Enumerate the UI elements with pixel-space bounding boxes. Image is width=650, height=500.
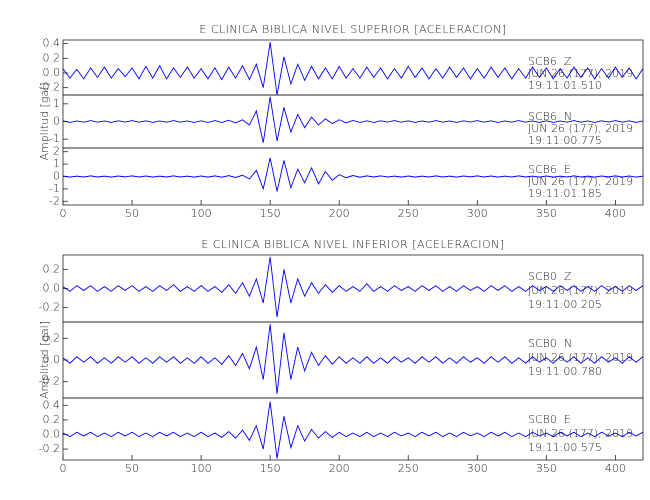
date-label: JUN 26 (177), 2019 xyxy=(528,175,633,188)
x-tick-label: 200 xyxy=(329,207,350,220)
x-tick-label: 150 xyxy=(260,462,281,475)
chart-title: E CLINICA BIBLICA NIVEL SUPERIOR [ACELER… xyxy=(199,23,506,36)
date-label: JUN 26 (177), 2019 xyxy=(528,67,633,80)
y-tick-label: -0.2 xyxy=(39,81,60,94)
station-label: SCB0 E xyxy=(528,413,571,426)
y-tick-label: -1 xyxy=(49,182,60,195)
x-tick-label: 100 xyxy=(191,462,212,475)
date-label: JUN 26 (177), 2019 xyxy=(528,427,633,440)
y-tick-label: 0.4 xyxy=(43,398,61,411)
y-tick-label: 0.2 xyxy=(43,51,61,64)
x-tick-label: 350 xyxy=(536,207,557,220)
x-tick-label: 300 xyxy=(467,207,488,220)
x-tick-label: 0 xyxy=(60,207,67,220)
y-tick-label: 1 xyxy=(53,97,60,110)
y-tick-label: -0.2 xyxy=(39,442,60,455)
waveform xyxy=(62,256,644,318)
y-tick-label: 1 xyxy=(53,157,60,170)
x-tick-label: 50 xyxy=(125,207,139,220)
y-tick-label: 0.4 xyxy=(43,37,61,50)
station-label: SCB0 N xyxy=(528,337,572,350)
station-label: SCB6 N xyxy=(528,110,572,123)
y-tick-label: 0.2 xyxy=(43,413,61,426)
x-tick-label: 250 xyxy=(398,207,419,220)
station-label: SCB6 Z xyxy=(528,55,572,68)
y-tick-label: 0.0 xyxy=(43,427,61,440)
time-label: 19:11:01.185 xyxy=(528,187,602,200)
station-label: SCB6 E xyxy=(528,163,571,176)
waveform xyxy=(62,401,644,459)
x-tick-label: 200 xyxy=(329,462,350,475)
x-tick-label: 150 xyxy=(260,207,281,220)
time-label: 19:11:00.205 xyxy=(528,298,602,311)
waveform xyxy=(62,42,644,96)
chart-title: E CLINICA BIBLICA NIVEL INFERIOR [ACELER… xyxy=(201,238,504,251)
y-tick-label: 0.2 xyxy=(43,331,61,344)
y-axis-label: Amplitud [gal] xyxy=(38,82,51,160)
x-tick-label: 100 xyxy=(191,207,212,220)
waveform xyxy=(62,96,644,143)
y-tick-label: 0 xyxy=(53,115,60,128)
time-label: 19:11:00.780 xyxy=(528,365,602,378)
y-tick-label: 0.0 xyxy=(43,282,61,295)
station-label: SCB0 Z xyxy=(528,270,572,283)
y-tick-label: -0.2 xyxy=(39,375,60,388)
y-tick-label: 0 xyxy=(53,170,60,183)
date-label: JUN 26 (177), 2019 xyxy=(528,122,633,135)
x-tick-label: 0 xyxy=(60,462,67,475)
date-label: JUN 26 (177), 2019 xyxy=(528,351,633,364)
y-tick-label: -2 xyxy=(49,194,60,207)
x-tick-label: 400 xyxy=(605,207,626,220)
y-tick-label: -1 xyxy=(49,132,60,145)
y-tick-label: 0.0 xyxy=(43,66,61,79)
y-tick-label: -0.2 xyxy=(39,301,60,314)
date-label: JUN 26 (177), 2019 xyxy=(528,284,633,297)
waveform xyxy=(62,324,644,394)
y-tick-label: 2 xyxy=(53,145,60,158)
x-tick-label: 250 xyxy=(398,462,419,475)
x-tick-label: 400 xyxy=(605,462,626,475)
time-label: 19:11:01.510 xyxy=(528,79,602,92)
time-label: 19:11:00.575 xyxy=(528,441,602,454)
y-axis-label: Amplitud [gal] xyxy=(38,321,51,399)
y-tick-label: 0.0 xyxy=(43,353,61,366)
x-tick-label: 350 xyxy=(536,462,557,475)
panel-frame xyxy=(62,397,644,461)
time-label: 19:11:00.775 xyxy=(528,134,602,147)
y-tick-label: 0.2 xyxy=(43,262,61,275)
x-tick-label: 50 xyxy=(125,462,139,475)
waveform xyxy=(62,157,644,192)
x-tick-label: 300 xyxy=(467,462,488,475)
